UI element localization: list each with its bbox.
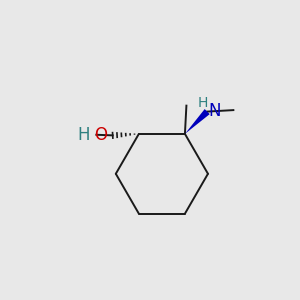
Polygon shape	[185, 109, 210, 134]
Text: H: H	[198, 96, 208, 110]
Text: H: H	[77, 126, 90, 144]
Text: O: O	[94, 126, 107, 144]
Text: N: N	[209, 102, 221, 120]
